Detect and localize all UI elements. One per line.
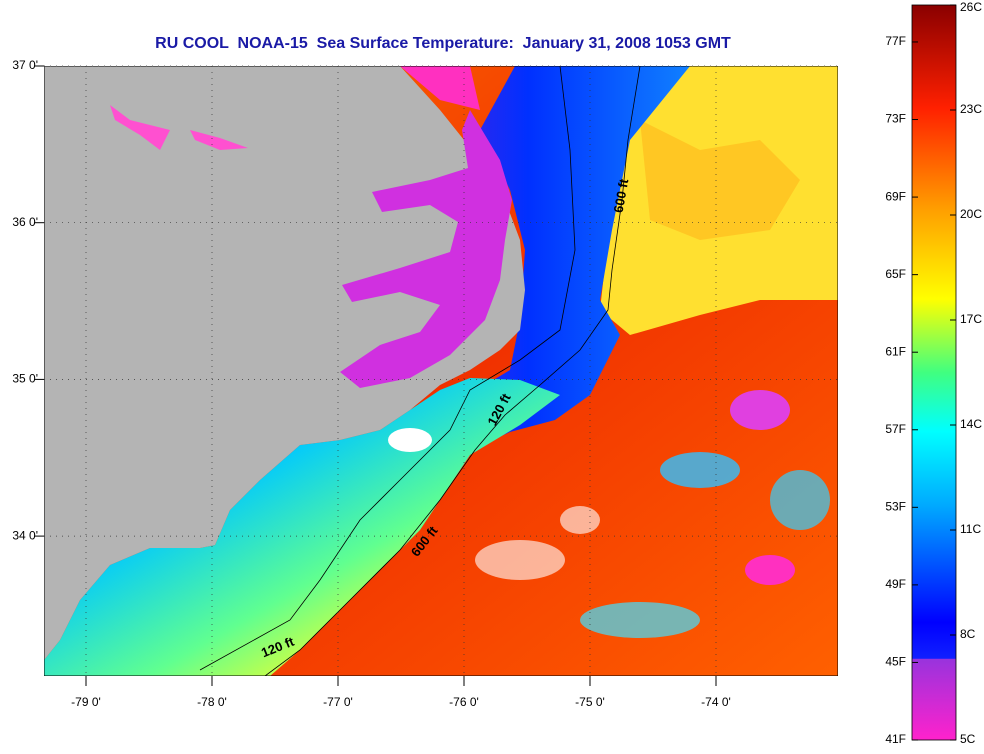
lon-label: -78 0' [197, 695, 227, 709]
land [44, 66, 525, 660]
lat-label: 35 0' [12, 372, 38, 386]
title: RU COOL NOAA-15 Sea Surface Temperature:… [155, 35, 731, 52]
celsius-label: 5C [960, 732, 976, 746]
contour-label: 600 ft [611, 177, 632, 214]
speckle [730, 390, 790, 430]
nearshore-water [44, 378, 560, 676]
lon-label: -75 0' [575, 695, 605, 709]
speckle [388, 428, 432, 452]
celsius-label: 26C [960, 0, 982, 14]
speckle [560, 506, 600, 534]
celsius-label: 20C [960, 207, 982, 221]
fahrenheit-label: 73F [885, 112, 906, 126]
speckle [660, 452, 740, 488]
lat-label: 37 0' [12, 58, 38, 72]
lon-label: -76 0' [449, 695, 479, 709]
celsius-label: 14C [960, 417, 982, 431]
fahrenheit-label: 61F [885, 344, 906, 358]
colorbar [911, 4, 957, 741]
map-image [44, 66, 838, 676]
speckle [580, 602, 700, 638]
fahrenheit-label: 77F [885, 34, 906, 48]
celsius-label: 17C [960, 312, 982, 326]
estuary [400, 66, 480, 110]
eddy [640, 120, 800, 240]
fahrenheit-label: 53F [885, 499, 906, 513]
cold-shelf-water [420, 66, 690, 470]
fahrenheit-label: 45F [885, 655, 906, 669]
celsius-label: 8C [960, 627, 976, 641]
lat-label: 36 0' [12, 215, 38, 229]
fahrenheit-label: 41F [885, 732, 906, 746]
celsius-label: 11C [960, 522, 981, 536]
lon-label: -77 0' [323, 695, 353, 709]
celsius-label: 23C [960, 102, 982, 116]
fahrenheit-label: 65F [885, 267, 906, 281]
sound-water [340, 110, 512, 388]
speckle [745, 555, 795, 585]
fahrenheit-label: 49F [885, 577, 906, 591]
lon-label: -74 0' [701, 695, 731, 709]
fahrenheit-label: 69F [885, 189, 906, 203]
fahrenheit-label: 57F [885, 422, 906, 436]
lat-label: 34 0' [12, 528, 38, 542]
contour-120ft [199, 66, 576, 671]
cloud-speckle [388, 390, 830, 638]
inland-lake [110, 105, 248, 150]
speckle [770, 470, 830, 530]
contour-600ft [264, 66, 641, 676]
speckle [475, 540, 565, 580]
lon-label: -79 0' [71, 695, 101, 709]
